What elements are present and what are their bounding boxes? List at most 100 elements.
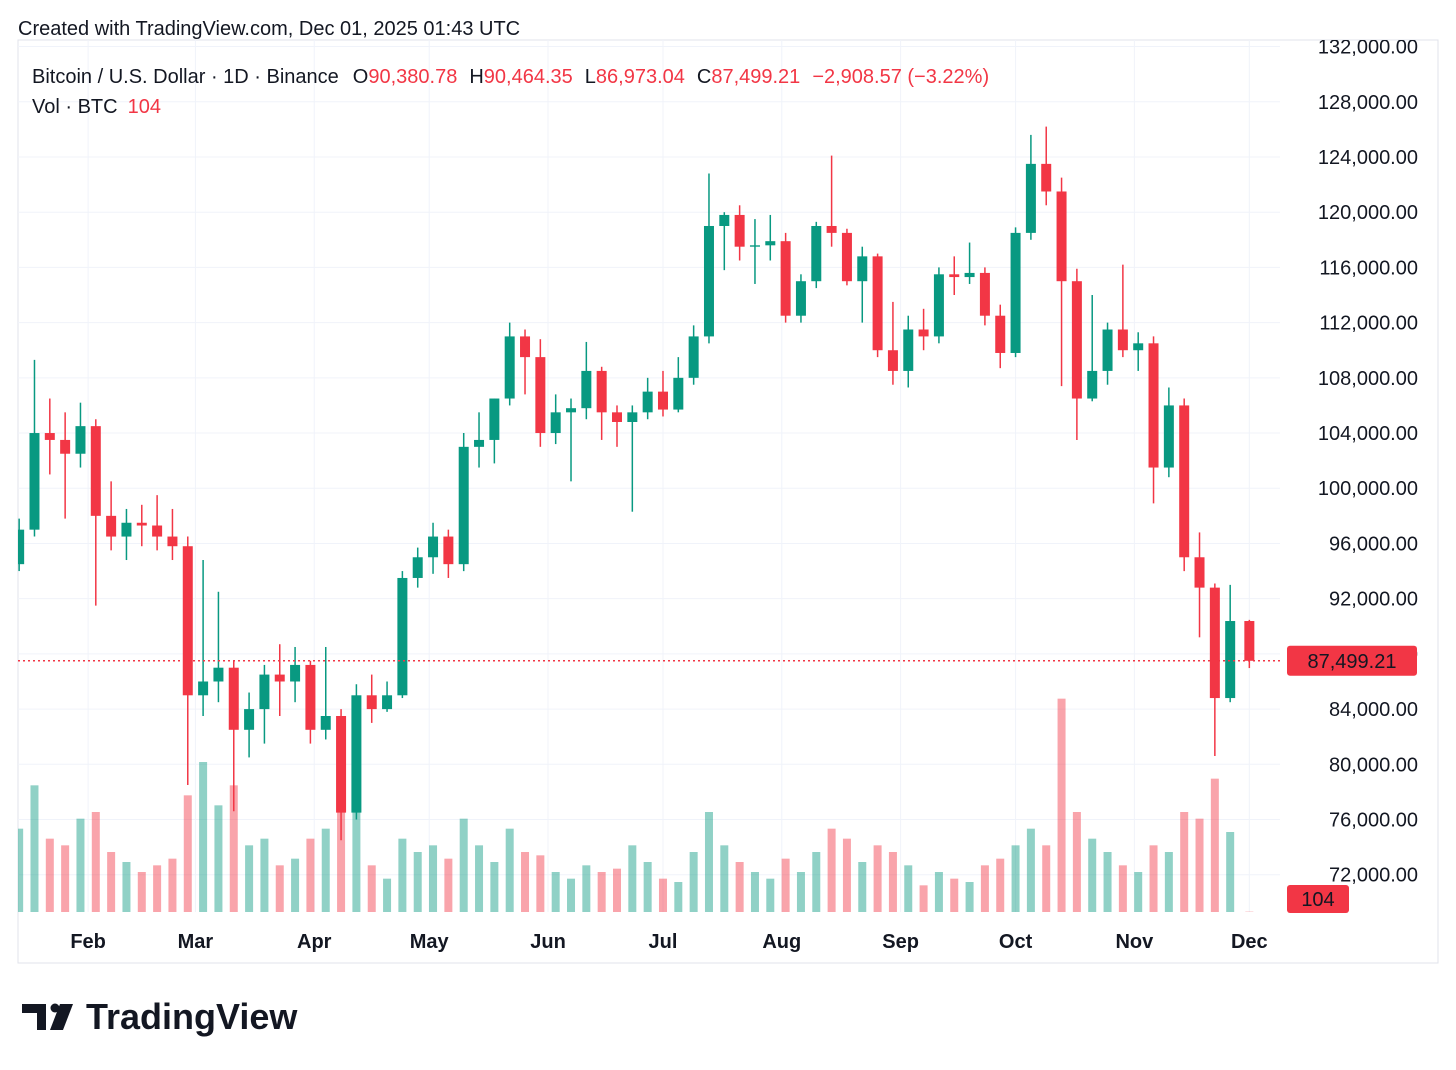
ohlc-key: O: [353, 66, 369, 88]
candle-body: [90, 426, 101, 516]
volume-bar: [689, 852, 698, 912]
y-tick-label: 132,000.00: [1318, 37, 1418, 59]
candle-body: [274, 674, 285, 682]
logo-mark: [22, 1004, 46, 1030]
x-tick-label: May: [410, 931, 450, 953]
candle-body: [964, 272, 975, 278]
volume-bar: [750, 872, 759, 912]
y-tick-label: 120,000.00: [1318, 202, 1418, 224]
volume-bar: [827, 828, 836, 912]
candle-body: [887, 350, 898, 371]
created-note: Created with TradingView.com, Dec 01, 20…: [18, 18, 520, 40]
y-tick-label: 104,000.00: [1318, 423, 1418, 445]
symbol-legend: Bitcoin / U.S. Dollar · 1D · Binance O90,…: [32, 66, 989, 88]
volume-bar: [628, 845, 637, 912]
volume-bar: [321, 828, 330, 912]
volume-bar: [490, 862, 499, 912]
candle-body: [458, 446, 469, 565]
x-tick-label: Jun: [530, 931, 566, 953]
candle-body: [903, 329, 914, 371]
candle-body: [18, 529, 25, 565]
volume-bar: [1088, 838, 1097, 912]
x-tick-label: Dec: [1231, 931, 1268, 953]
candle-body: [1117, 329, 1128, 351]
volume-bar: [183, 795, 192, 912]
volume-bar: [643, 862, 652, 912]
candle-body: [1179, 405, 1190, 558]
candle-body: [366, 695, 377, 710]
volume-bar: [858, 862, 867, 912]
volume-bar: [1026, 828, 1035, 912]
ohlc-value: 86,973.04: [596, 66, 685, 88]
x-tick-label: Sep: [882, 931, 919, 953]
candle-body: [520, 336, 531, 358]
last-volume-box: [1287, 885, 1349, 913]
candles: [18, 126, 1255, 841]
candle-body: [780, 241, 791, 316]
volume-bar: [567, 878, 576, 912]
y-tick-label: 72,000.00: [1329, 865, 1418, 887]
candle-body: [949, 274, 960, 278]
volume-bar: [214, 805, 223, 912]
candle-body: [1194, 557, 1205, 588]
y-tick-label: 112,000.00: [1319, 313, 1418, 335]
volume-bar: [505, 828, 514, 912]
volume-legend: Vol · BTC 104: [32, 96, 161, 118]
y-tick-label: 84,000.00: [1329, 699, 1418, 721]
volume-bar: [904, 865, 913, 912]
volume-bar: [996, 858, 1005, 912]
logo-dot: [50, 1003, 60, 1013]
brand-name: TradingView: [86, 996, 298, 1037]
volume-bar: [965, 882, 974, 912]
candle-body: [412, 557, 423, 578]
candle-body: [428, 536, 439, 558]
volume-bar: [521, 852, 530, 912]
symbol-title: Bitcoin / U.S. Dollar · 1D · Binance: [32, 66, 339, 88]
candle-body: [504, 336, 515, 399]
volume-bar: [1118, 865, 1127, 912]
volume-name: Vol · BTC: [32, 96, 118, 118]
candle-body: [106, 515, 117, 537]
volume-bar: [475, 845, 484, 912]
volume-bar: [199, 762, 208, 912]
ohlc-value: 90,380.78: [368, 66, 457, 88]
y-tick-label: 80,000.00: [1329, 754, 1418, 776]
candle-body: [1056, 191, 1067, 282]
candle-body: [918, 329, 929, 337]
volume-bar: [536, 855, 545, 912]
candle-body: [1209, 587, 1220, 699]
x-tick-label: Nov: [1115, 931, 1154, 953]
candle-body: [1102, 329, 1113, 371]
volume-bar: [950, 878, 959, 912]
last-volume-label: 104: [1301, 889, 1334, 911]
ohlc-key: H: [469, 66, 483, 88]
candle-body: [581, 370, 592, 409]
candle-body: [244, 709, 255, 730]
volume-bar: [260, 838, 269, 912]
volume-bar: [122, 862, 131, 912]
candle-body: [627, 412, 638, 422]
candle-body: [1025, 163, 1036, 233]
candle-body: [1163, 405, 1174, 468]
candle-body: [611, 412, 622, 422]
volume-bar: [934, 872, 943, 912]
volume-bar: [658, 878, 667, 912]
candle-body: [1087, 370, 1098, 399]
volume-bar: [1226, 832, 1235, 912]
volume-bar: [245, 845, 254, 912]
logo-mark: [50, 1004, 73, 1030]
volume-bar: [367, 865, 376, 912]
candle-body: [1071, 281, 1082, 399]
candle-body: [1133, 343, 1144, 351]
y-tick-label: 76,000.00: [1329, 810, 1418, 832]
volume-bar: [919, 885, 928, 912]
ohlc-value: 90,464.35: [484, 66, 573, 88]
volume-bar: [306, 838, 315, 912]
candle-body: [566, 408, 577, 413]
candle-body: [826, 225, 837, 233]
candle-body: [290, 664, 301, 682]
volume-bar: [551, 872, 560, 912]
volume-bar: [91, 812, 100, 912]
candle-body: [382, 695, 393, 710]
volume-bar: [888, 852, 897, 912]
